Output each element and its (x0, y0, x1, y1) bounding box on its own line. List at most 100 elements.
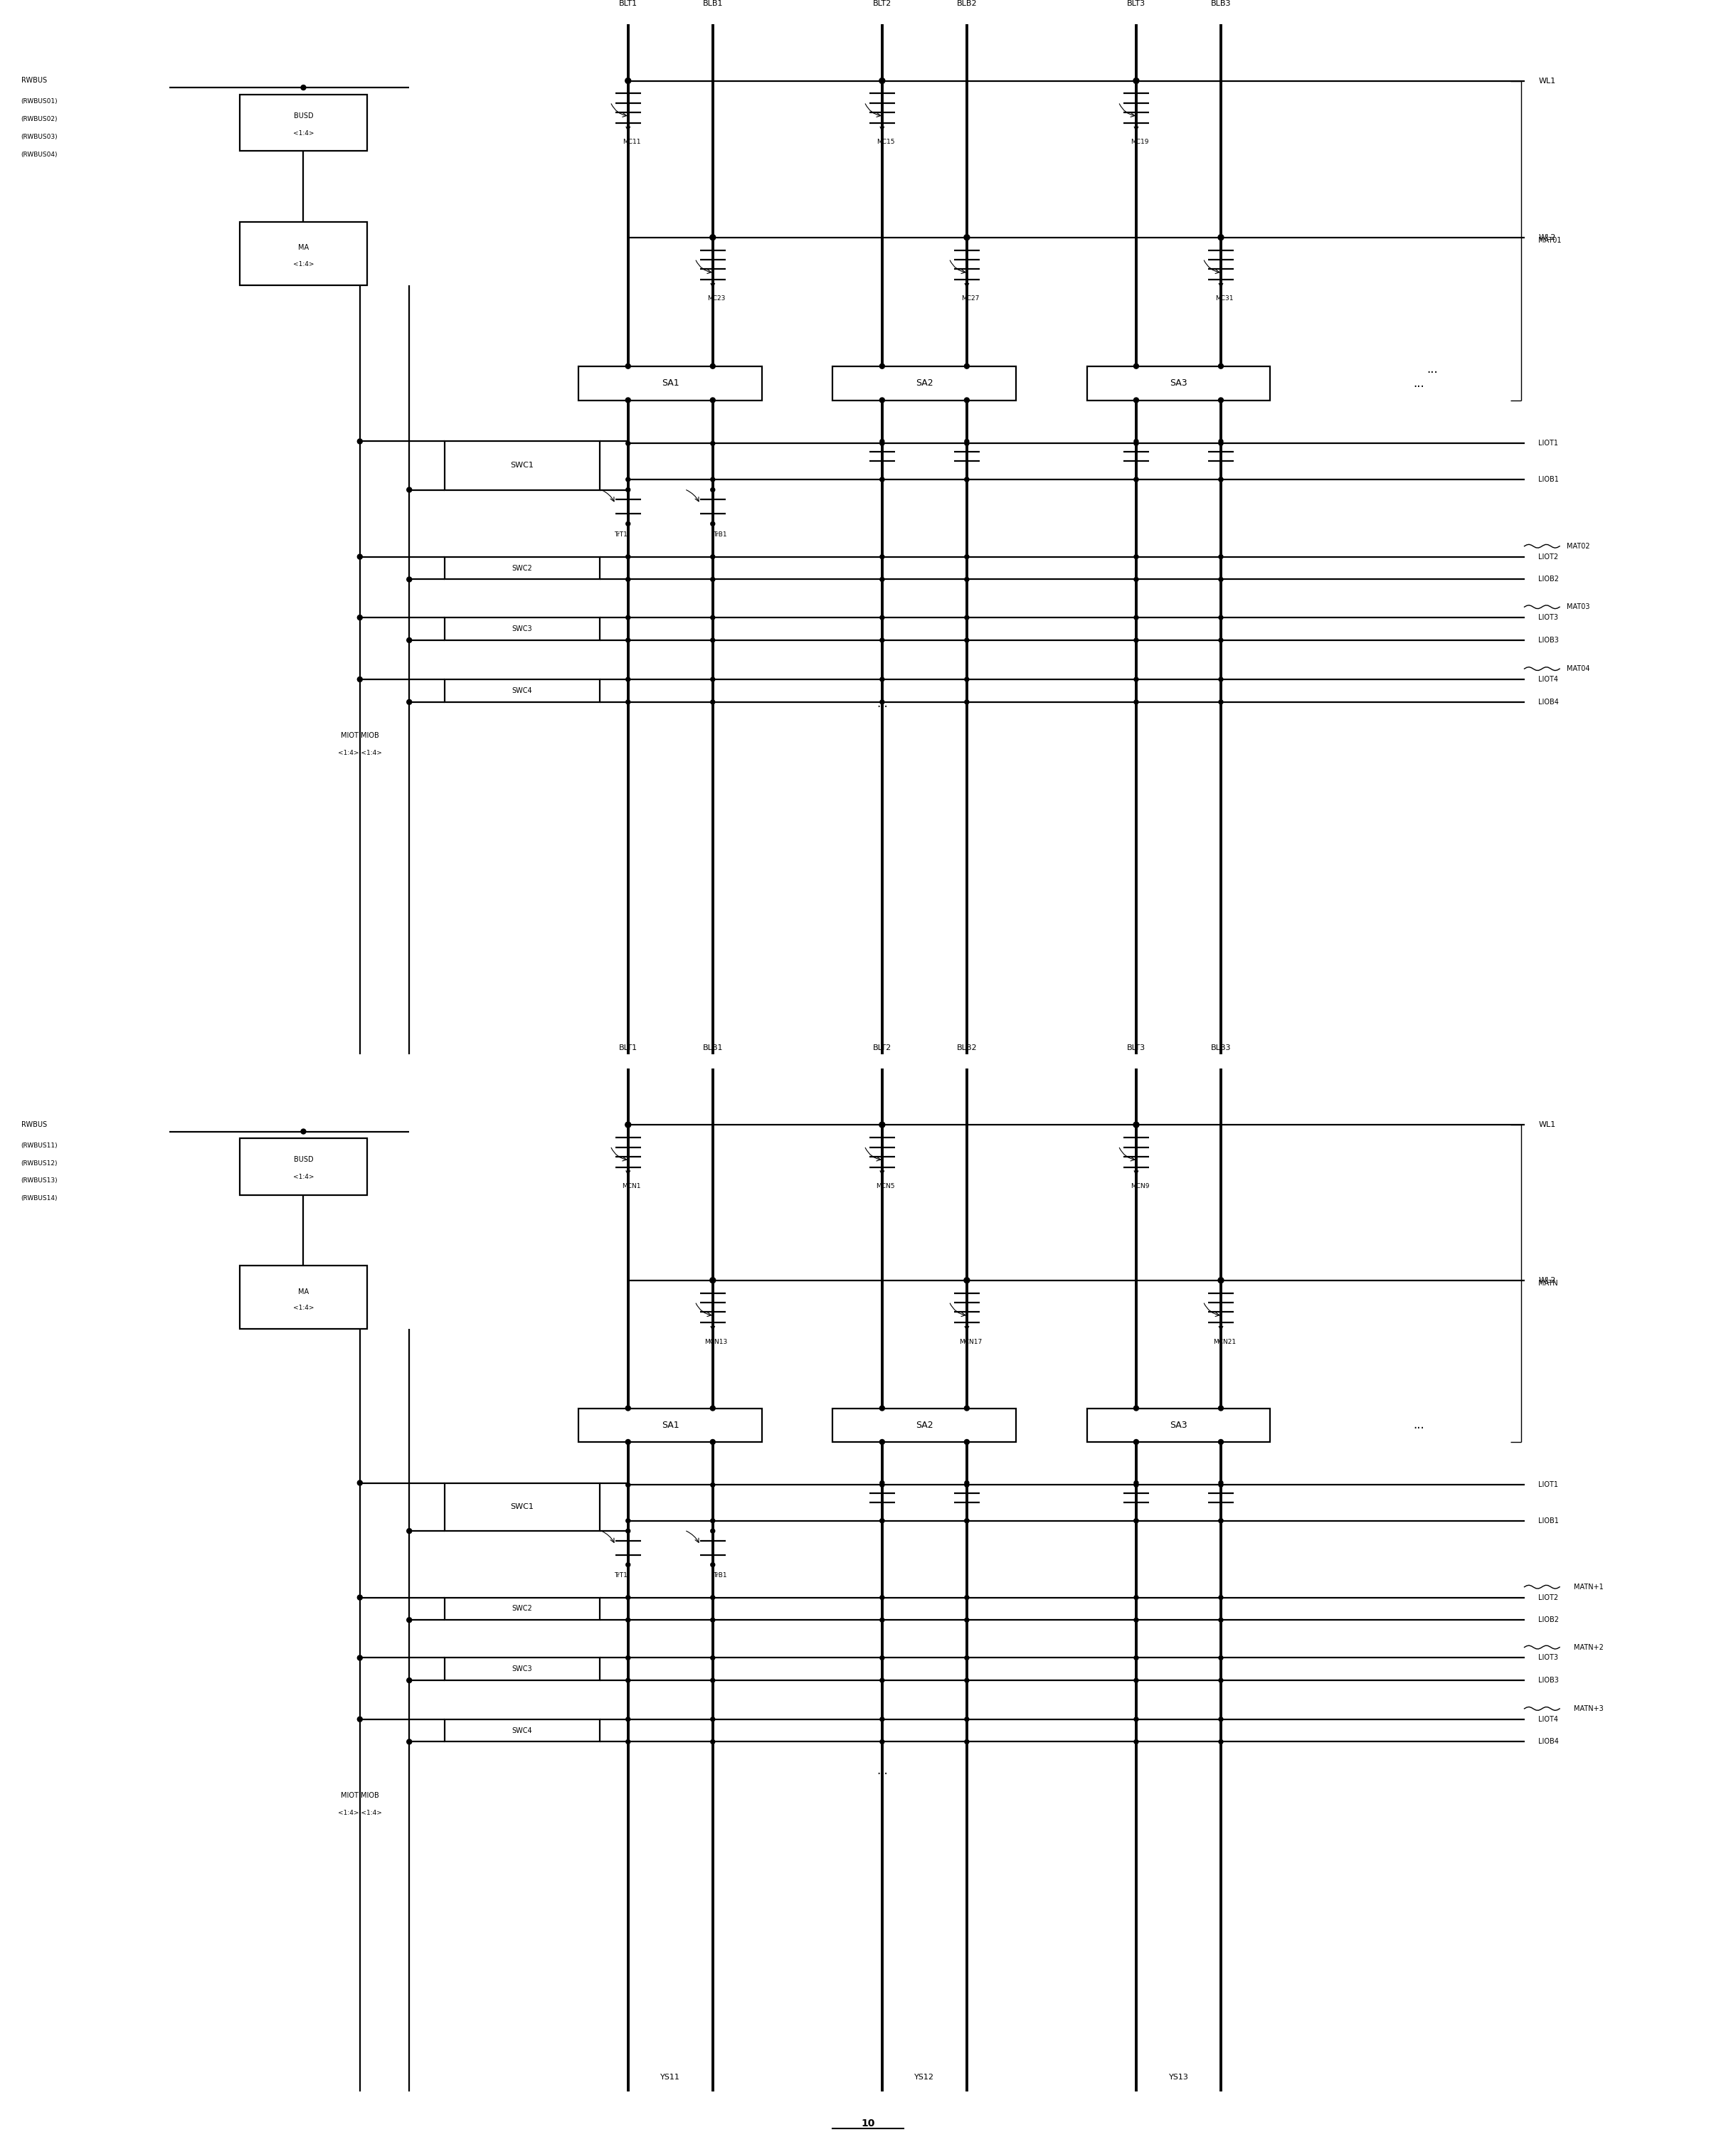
Circle shape (710, 1618, 715, 1622)
Circle shape (1219, 1481, 1222, 1485)
Circle shape (1219, 1519, 1222, 1524)
Circle shape (1134, 1718, 1139, 1722)
Circle shape (1219, 577, 1222, 581)
Circle shape (1134, 397, 1139, 402)
Circle shape (406, 1528, 411, 1534)
Text: MC27: MC27 (962, 295, 979, 301)
Circle shape (710, 521, 715, 526)
Text: ...: ... (1413, 1419, 1424, 1432)
Circle shape (1134, 1656, 1139, 1660)
Circle shape (627, 1562, 630, 1566)
Text: TrT1: TrT1 (615, 532, 628, 539)
Circle shape (1134, 1740, 1139, 1744)
Text: BLT1: BLT1 (618, 0, 637, 6)
Text: TrB1: TrB1 (713, 532, 727, 539)
Circle shape (880, 1519, 884, 1524)
Bar (578, 1408, 762, 1442)
Circle shape (1134, 440, 1139, 444)
Circle shape (1219, 677, 1222, 682)
Text: LIOT4: LIOT4 (1538, 675, 1559, 684)
Text: WL1: WL1 (1538, 1122, 1555, 1128)
Circle shape (880, 1481, 884, 1485)
Circle shape (1219, 701, 1222, 703)
Circle shape (1219, 477, 1222, 481)
Text: <1:4>: <1:4> (293, 261, 314, 267)
Circle shape (965, 1596, 969, 1601)
Circle shape (1219, 615, 1222, 620)
Text: ...: ... (877, 1765, 887, 1778)
Text: LIOT1: LIOT1 (1538, 1481, 1559, 1489)
Text: LIOB1: LIOB1 (1538, 477, 1559, 483)
Text: MATN+1: MATN+1 (1575, 1584, 1604, 1590)
Text: SA1: SA1 (661, 1421, 679, 1430)
Circle shape (965, 1519, 969, 1524)
Circle shape (880, 1718, 884, 1722)
Text: MAT02: MAT02 (1566, 543, 1590, 549)
Bar (240, 222, 366, 284)
Circle shape (710, 1519, 715, 1524)
Text: MCN21: MCN21 (1213, 1338, 1236, 1344)
Text: LIOB1: LIOB1 (1538, 1517, 1559, 1524)
Text: MAT04: MAT04 (1566, 665, 1590, 673)
Circle shape (1134, 442, 1139, 444)
Circle shape (1134, 1483, 1139, 1487)
Bar (578, 365, 762, 400)
Circle shape (625, 363, 630, 368)
Circle shape (358, 677, 363, 682)
Text: LIOT1: LIOT1 (1538, 440, 1559, 447)
Circle shape (710, 1440, 715, 1445)
Text: MC11: MC11 (623, 139, 641, 145)
Circle shape (627, 521, 630, 526)
Circle shape (358, 1481, 363, 1485)
Circle shape (1134, 477, 1139, 481)
Circle shape (880, 577, 884, 581)
Text: (RWBUS04): (RWBUS04) (21, 152, 57, 158)
Circle shape (710, 442, 715, 444)
Text: MIOT MIOB: MIOT MIOB (340, 731, 378, 739)
Circle shape (627, 487, 630, 492)
Circle shape (627, 639, 630, 643)
Text: BLB3: BLB3 (1210, 0, 1231, 6)
Text: WL1: WL1 (1538, 77, 1555, 83)
Circle shape (965, 1618, 969, 1622)
Circle shape (710, 397, 715, 402)
Text: MCN13: MCN13 (705, 1338, 727, 1344)
Circle shape (358, 438, 363, 444)
Circle shape (1134, 1596, 1139, 1601)
Circle shape (627, 677, 630, 682)
Circle shape (1134, 615, 1139, 620)
Text: SA2: SA2 (915, 1421, 934, 1430)
Text: MATN: MATN (1538, 1280, 1559, 1286)
Circle shape (710, 1406, 715, 1410)
Circle shape (965, 442, 969, 444)
Bar (240, 94, 366, 152)
Circle shape (880, 1122, 885, 1128)
Circle shape (710, 1656, 715, 1660)
Circle shape (710, 556, 715, 560)
Circle shape (1219, 1278, 1224, 1282)
Circle shape (1134, 1519, 1139, 1524)
Circle shape (710, 577, 715, 581)
Text: MA: MA (299, 244, 309, 252)
Text: SWC2: SWC2 (512, 1605, 533, 1611)
Circle shape (627, 1483, 630, 1487)
Circle shape (358, 1716, 363, 1722)
Circle shape (710, 477, 715, 481)
Text: SA3: SA3 (1170, 378, 1187, 387)
Text: SA2: SA2 (915, 378, 934, 387)
Circle shape (880, 477, 884, 481)
Circle shape (880, 363, 885, 368)
Circle shape (710, 1278, 715, 1282)
Circle shape (625, 1406, 630, 1410)
Bar (444, 1720, 601, 1742)
Text: (RWBUS14): (RWBUS14) (21, 1195, 57, 1201)
Text: MCN17: MCN17 (958, 1338, 983, 1344)
Text: LIOT2: LIOT2 (1538, 1594, 1559, 1601)
Circle shape (406, 1618, 411, 1622)
Circle shape (965, 477, 969, 481)
Circle shape (1219, 556, 1222, 560)
Text: <1:4>: <1:4> (293, 1306, 314, 1312)
Circle shape (358, 615, 363, 620)
Text: YS13: YS13 (1168, 2075, 1189, 2081)
Bar (1087, 365, 1271, 400)
